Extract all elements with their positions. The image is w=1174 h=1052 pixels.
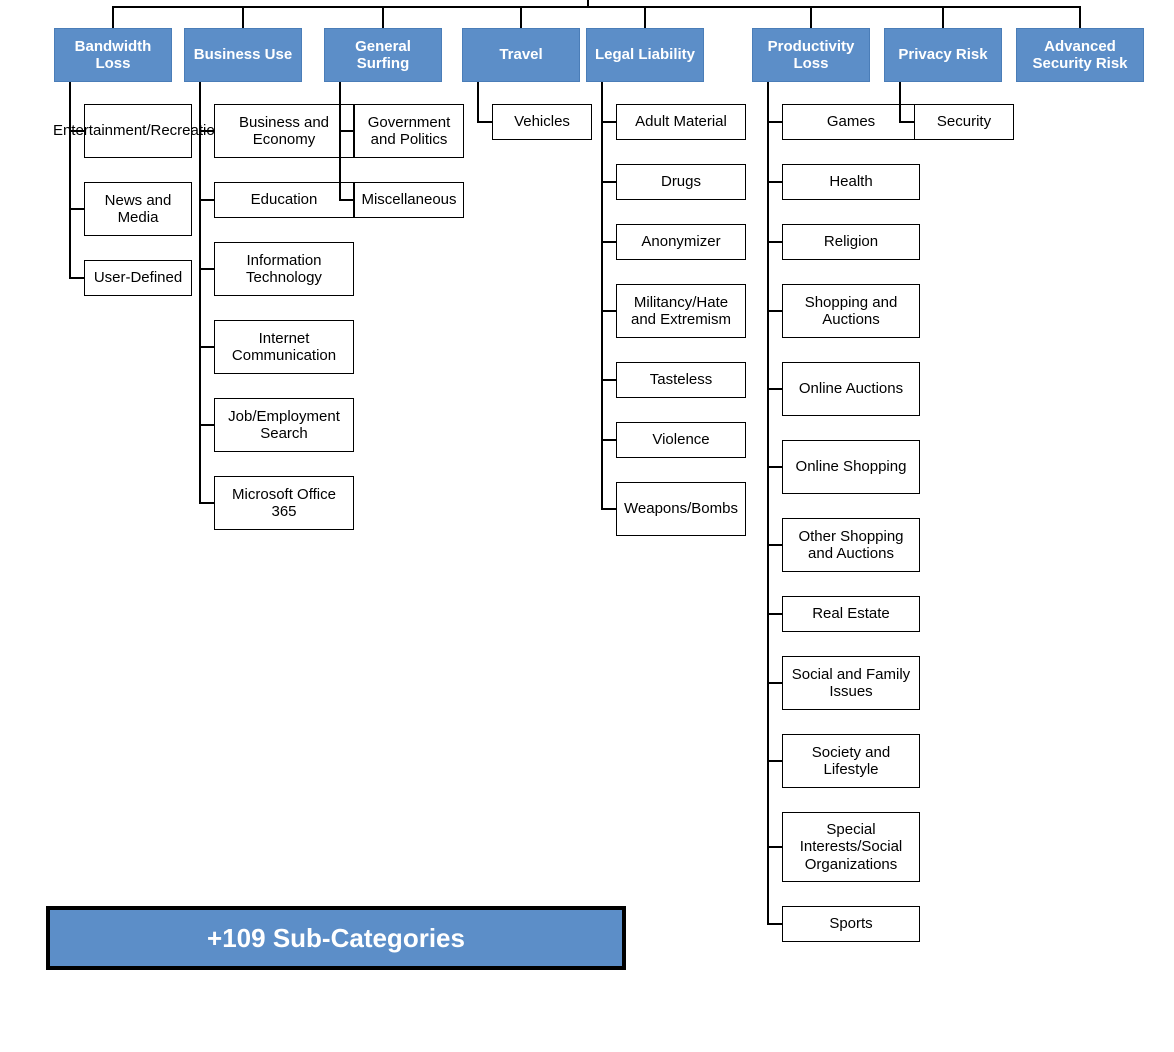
child-legal-1: Drugs: [616, 164, 746, 200]
tick-productivity-6: [768, 544, 782, 546]
tick-business-4: [200, 424, 214, 426]
tick-productivity-1: [768, 181, 782, 183]
tick-legal-3: [602, 310, 616, 312]
drop-surfing: [382, 6, 384, 28]
child-travel-0: Vehicles: [492, 104, 592, 140]
child-business-2: Information Technology: [214, 242, 354, 296]
drop-bandwidth: [112, 6, 114, 28]
tick-productivity-4: [768, 388, 782, 390]
child-productivity-2: Religion: [782, 224, 920, 260]
trunk-travel: [477, 82, 479, 123]
category-legal: Legal Liability: [586, 28, 704, 82]
tick-productivity-8: [768, 682, 782, 684]
child-bandwidth-1: News and Media: [84, 182, 192, 236]
tick-productivity-7: [768, 613, 782, 615]
child-business-4: Job/Employment Search: [214, 398, 354, 452]
category-travel: Travel: [462, 28, 580, 82]
child-productivity-7: Real Estate: [782, 596, 920, 632]
tick-business-0: [200, 130, 214, 132]
child-legal-5: Violence: [616, 422, 746, 458]
tick-productivity-2: [768, 241, 782, 243]
child-bandwidth-2: User-Defined: [84, 260, 192, 296]
drop-advsec: [1079, 6, 1081, 28]
child-business-5: Microsoft Office 365: [214, 476, 354, 530]
category-business: Business Use: [184, 28, 302, 82]
child-productivity-10: Special Interests/Social Organizations: [782, 812, 920, 882]
child-productivity-11: Sports: [782, 906, 920, 942]
child-legal-2: Anonymizer: [616, 224, 746, 260]
tick-legal-4: [602, 379, 616, 381]
subcategories-footer: +109 Sub-Categories: [46, 906, 626, 970]
child-business-1: Education: [214, 182, 354, 218]
child-legal-4: Tasteless: [616, 362, 746, 398]
category-advsec: Advanced Security Risk: [1016, 28, 1144, 82]
drop-privacy: [942, 6, 944, 28]
drop-productivity: [810, 6, 812, 28]
drop-business: [242, 6, 244, 28]
child-surfing-1: Miscellaneous: [354, 182, 464, 218]
tick-legal-2: [602, 241, 616, 243]
tick-productivity-3: [768, 310, 782, 312]
root-stub: [587, 0, 589, 6]
tick-surfing-0: [340, 130, 354, 132]
tick-legal-0: [602, 121, 616, 123]
trunk-legal: [601, 82, 603, 510]
category-bandwidth: Bandwidth Loss: [54, 28, 172, 82]
tick-bandwidth-2: [70, 277, 84, 279]
tick-privacy-0: [900, 121, 914, 123]
tick-business-2: [200, 268, 214, 270]
drop-travel: [520, 6, 522, 28]
tick-productivity-11: [768, 923, 782, 925]
root-hline: [113, 6, 1080, 8]
child-legal-6: Weapons/Bombs: [616, 482, 746, 536]
tick-productivity-10: [768, 846, 782, 848]
category-productivity: Productivity Loss: [752, 28, 870, 82]
child-business-0: Business and Economy: [214, 104, 354, 158]
child-productivity-6: Other Shopping and Auctions: [782, 518, 920, 572]
child-surfing-0: Government and Politics: [354, 104, 464, 158]
child-productivity-9: Society and Lifestyle: [782, 734, 920, 788]
tick-travel-0: [478, 121, 492, 123]
drop-legal: [644, 6, 646, 28]
tick-surfing-1: [340, 199, 354, 201]
child-bandwidth-0: Entertainment/Recreation: [84, 104, 192, 158]
child-productivity-4: Online Auctions: [782, 362, 920, 416]
tick-legal-6: [602, 508, 616, 510]
org-chart: Bandwidth Loss Entertainment/Recreation Ne…: [0, 0, 1174, 1052]
trunk-business: [199, 82, 201, 504]
tick-productivity-5: [768, 466, 782, 468]
child-business-3: Internet Communication: [214, 320, 354, 374]
tick-legal-1: [602, 181, 616, 183]
child-privacy-0: Security: [914, 104, 1014, 140]
child-legal-3: Militancy/Hate and Extremism: [616, 284, 746, 338]
tick-bandwidth-1: [70, 208, 84, 210]
child-productivity-3: Shopping and Auctions: [782, 284, 920, 338]
child-productivity-8: Social and Family Issues: [782, 656, 920, 710]
tick-productivity-9: [768, 760, 782, 762]
category-surfing: General Surfing: [324, 28, 442, 82]
tick-business-3: [200, 346, 214, 348]
trunk-privacy: [899, 82, 901, 123]
tick-business-1: [200, 199, 214, 201]
tick-productivity-0: [768, 121, 782, 123]
child-productivity-5: Online Shopping: [782, 440, 920, 494]
trunk-surfing: [339, 82, 341, 201]
trunk-bandwidth: [69, 82, 71, 279]
child-productivity-1: Health: [782, 164, 920, 200]
tick-business-5: [200, 502, 214, 504]
trunk-productivity: [767, 82, 769, 925]
tick-legal-5: [602, 439, 616, 441]
category-privacy: Privacy Risk: [884, 28, 1002, 82]
child-legal-0: Adult Material: [616, 104, 746, 140]
